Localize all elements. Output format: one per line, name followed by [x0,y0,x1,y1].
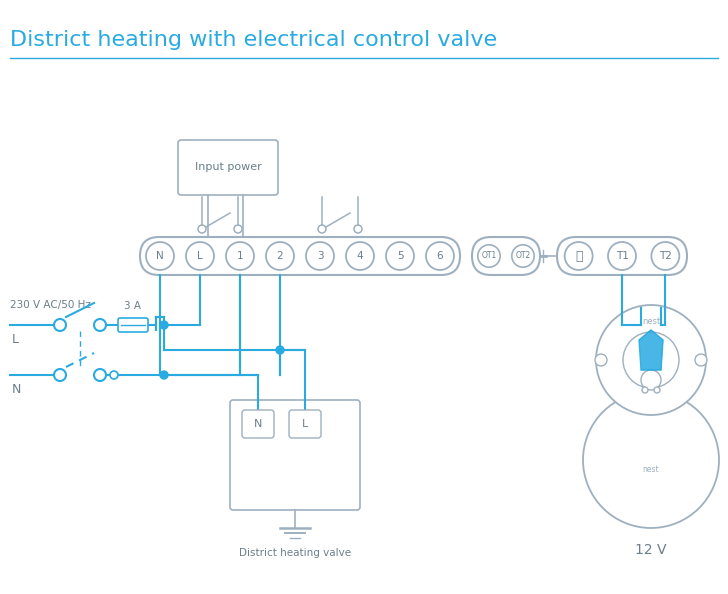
Circle shape [641,370,661,390]
Circle shape [94,369,106,381]
Circle shape [565,242,593,270]
Text: 2: 2 [277,251,283,261]
Circle shape [652,242,679,270]
Text: 4: 4 [357,251,363,261]
Text: District heating valve: District heating valve [239,548,351,558]
FancyBboxPatch shape [178,140,278,195]
Text: Input power: Input power [194,163,261,172]
Text: nest: nest [643,466,660,475]
Circle shape [386,242,414,270]
Text: 12 V: 12 V [636,543,667,557]
Circle shape [160,371,168,379]
Text: 3: 3 [317,251,323,261]
Circle shape [426,242,454,270]
Text: 6: 6 [437,251,443,261]
Text: N: N [12,383,21,396]
Circle shape [478,245,500,267]
Circle shape [226,242,254,270]
FancyBboxPatch shape [472,237,540,275]
Circle shape [186,242,214,270]
Circle shape [623,332,679,388]
Circle shape [110,371,118,379]
Circle shape [512,245,534,267]
FancyBboxPatch shape [557,237,687,275]
Text: ⏚: ⏚ [575,249,582,263]
Circle shape [306,242,334,270]
Circle shape [160,321,168,329]
Circle shape [695,354,707,366]
Circle shape [346,242,374,270]
Text: T2: T2 [659,251,672,261]
Circle shape [276,346,284,354]
FancyBboxPatch shape [289,410,321,438]
Circle shape [654,387,660,393]
Text: 230 V AC/50 Hz: 230 V AC/50 Hz [10,300,91,310]
Text: OT2: OT2 [515,251,531,261]
Text: 3 A: 3 A [124,301,141,311]
Circle shape [146,242,174,270]
Text: nest: nest [642,318,660,327]
Circle shape [198,225,206,233]
Circle shape [596,305,706,415]
Polygon shape [639,330,663,370]
Text: 5: 5 [397,251,403,261]
Text: L: L [302,419,308,429]
Circle shape [266,242,294,270]
Circle shape [94,319,106,331]
Text: N: N [156,251,164,261]
Circle shape [54,369,66,381]
Circle shape [54,319,66,331]
Circle shape [318,225,326,233]
Circle shape [608,242,636,270]
Circle shape [234,225,242,233]
FancyBboxPatch shape [140,237,460,275]
Circle shape [595,354,607,366]
FancyBboxPatch shape [118,318,148,332]
Text: T1: T1 [616,251,628,261]
Text: L: L [12,333,19,346]
Text: District heating with electrical control valve: District heating with electrical control… [10,30,497,50]
Text: N: N [254,419,262,429]
Text: 1: 1 [237,251,243,261]
Circle shape [583,392,719,528]
FancyBboxPatch shape [230,400,360,510]
Circle shape [642,387,648,393]
Text: OT1: OT1 [481,251,496,261]
FancyBboxPatch shape [242,410,274,438]
Circle shape [354,225,362,233]
Text: L: L [197,251,203,261]
